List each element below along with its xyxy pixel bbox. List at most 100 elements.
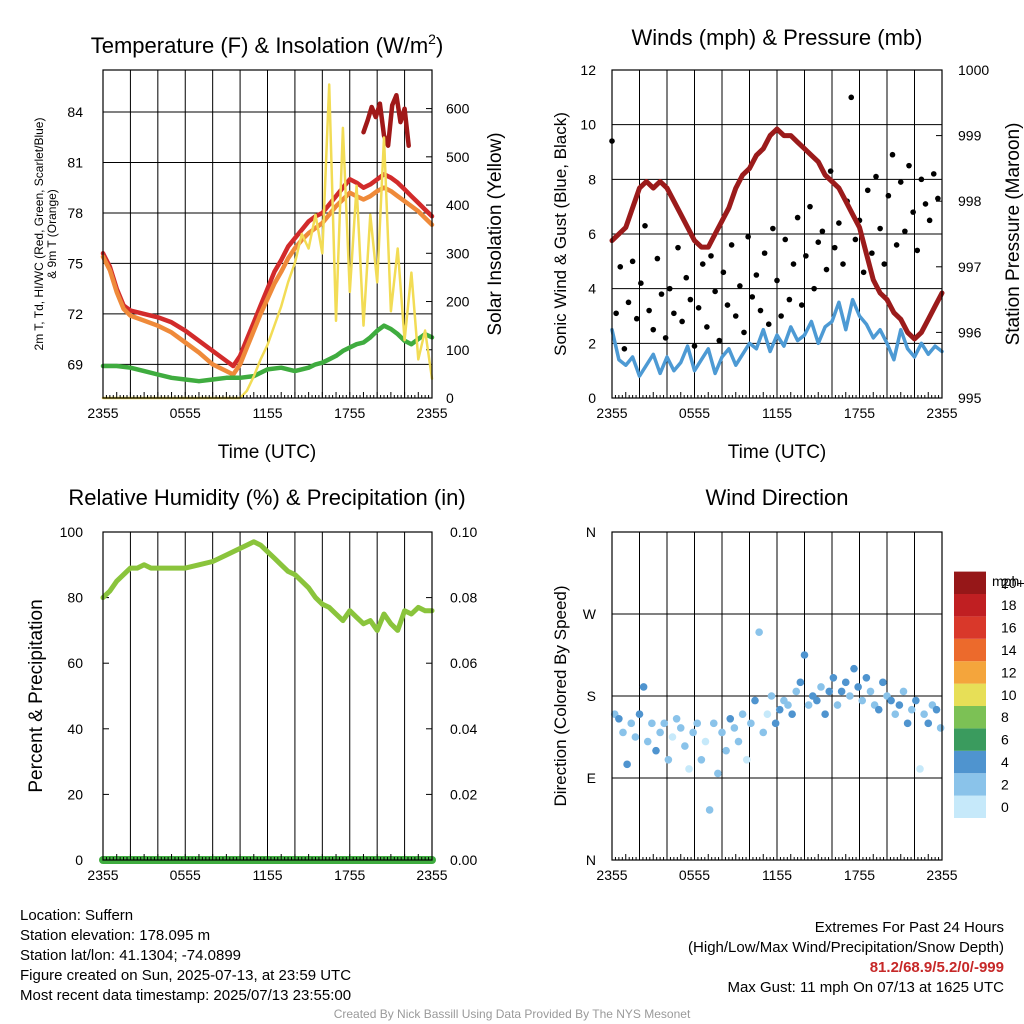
- direction-point: [705, 806, 714, 814]
- direction-point: [631, 733, 640, 741]
- colorbar-swatch: [954, 728, 986, 751]
- gust-point: [679, 318, 685, 325]
- series-line-hi: [361, 92, 411, 148]
- colorbar-label: 14: [1001, 642, 1017, 658]
- direction-point: [615, 714, 623, 723]
- direction-point: [879, 678, 887, 687]
- y-tick-label: 6: [588, 226, 596, 242]
- y2-tick-label: 500: [446, 149, 470, 165]
- direction-point: [738, 710, 747, 719]
- gust-point: [770, 225, 776, 232]
- direction-point: [858, 696, 867, 705]
- y2-tick-label: 0.10: [450, 524, 477, 540]
- y2-tick-label: 1000: [958, 62, 989, 78]
- direction-point: [685, 765, 693, 773]
- created-text: Figure created on Sun, 2025-07-13, at 23…: [20, 967, 352, 984]
- series-line-sonic-wind: [610, 297, 944, 378]
- x-axis-label: Time (UTC): [218, 442, 317, 463]
- y-tick-label: W: [583, 606, 597, 622]
- title-close-paren: ): [436, 33, 443, 58]
- colorbar-swatch: [954, 750, 986, 774]
- direction-point: [854, 683, 862, 691]
- direction-point: [813, 696, 821, 705]
- gust-point: [716, 337, 723, 344]
- direction-point: [734, 737, 743, 746]
- gust-point: [749, 294, 756, 300]
- gust-point: [642, 223, 648, 229]
- gust-point: [914, 247, 921, 254]
- direction-point: [792, 687, 801, 696]
- y2-tick-label: 600: [446, 101, 470, 117]
- direction-point: [887, 696, 895, 705]
- direction-point: [796, 678, 805, 687]
- latlon-text: Station lat/lon: 41.1304; -74.0899: [20, 947, 242, 964]
- chart-title: Relative Humidity (%) & Precipitation (i…: [68, 485, 465, 510]
- extremes-values: 81.2/68.9/5.2/0/-999: [869, 959, 1004, 976]
- gust-point: [897, 179, 904, 185]
- gust-point: [811, 285, 817, 292]
- y-tick-label: 78: [67, 205, 83, 221]
- series-line-rh: [100, 539, 435, 633]
- direction-point: [718, 728, 726, 737]
- direction-point: [697, 755, 706, 764]
- colorbar-swatch: [954, 661, 986, 684]
- gust-point: [720, 269, 727, 276]
- gust-point: [848, 94, 855, 101]
- direction-point: [672, 714, 681, 723]
- direction-point: [759, 728, 768, 737]
- colorbar-swatch: [954, 638, 986, 662]
- colorbar-label: 18: [1001, 597, 1017, 613]
- y-tick-label: 4: [588, 281, 596, 297]
- y-tick-label: 75: [67, 255, 83, 271]
- x-tick-label: 1155: [762, 405, 792, 421]
- gust-point: [658, 291, 665, 297]
- chart-title: Temperature (F) & Insolation (W/m2): [91, 31, 444, 58]
- direction-point: [639, 683, 648, 691]
- gust-point: [737, 283, 743, 289]
- gust-point: [778, 313, 784, 319]
- direction-point: [907, 705, 916, 714]
- y-tick-label: 84: [67, 104, 83, 120]
- x-tick-label: 1755: [334, 405, 365, 421]
- y-tick-label: 8: [588, 171, 596, 187]
- x-tick-label: 2355: [926, 867, 957, 883]
- series-line-td: [100, 323, 435, 384]
- x-tick-label: 1155: [252, 867, 282, 883]
- direction-point: [850, 664, 858, 673]
- y2-tick-label: 999: [958, 128, 982, 144]
- y2-tick-label: 995: [958, 390, 982, 406]
- y-tick-label: N: [586, 852, 596, 868]
- gust-point: [860, 269, 867, 276]
- direction-point: [821, 710, 829, 719]
- y2-tick-label: 0.08: [450, 590, 477, 606]
- direction-point: [829, 673, 838, 682]
- gust-point: [708, 253, 714, 259]
- x-tick-label: 2355: [596, 867, 627, 883]
- gust-point: [695, 305, 702, 311]
- gust-point: [774, 277, 780, 284]
- colorbar-swatch: [954, 571, 986, 594]
- y-tick-label: 2: [588, 335, 596, 351]
- gust-point: [687, 296, 694, 303]
- gust-point: [712, 288, 718, 295]
- direction-point: [916, 765, 924, 773]
- direction-point: [747, 719, 755, 728]
- direction-point: [866, 687, 875, 696]
- extremes-title: Extremes For Past 24 Hours: [814, 919, 1004, 936]
- gust-point: [877, 225, 883, 232]
- gust-point: [638, 280, 644, 287]
- gust-point: [794, 214, 801, 221]
- colorbar-unit: mph: [992, 573, 1019, 589]
- gust-point: [906, 162, 912, 169]
- direction-point: [899, 687, 908, 696]
- direction-point: [656, 728, 664, 737]
- colorbar-label: 16: [1001, 620, 1017, 636]
- y2-tick-label: 0: [446, 390, 454, 406]
- colorbar-label: 8: [1001, 709, 1009, 725]
- gust-point: [617, 264, 624, 270]
- gust-point: [732, 313, 739, 319]
- y-axis-label-line2: & 9m T (Orange): [45, 189, 59, 279]
- direction-point: [874, 705, 883, 714]
